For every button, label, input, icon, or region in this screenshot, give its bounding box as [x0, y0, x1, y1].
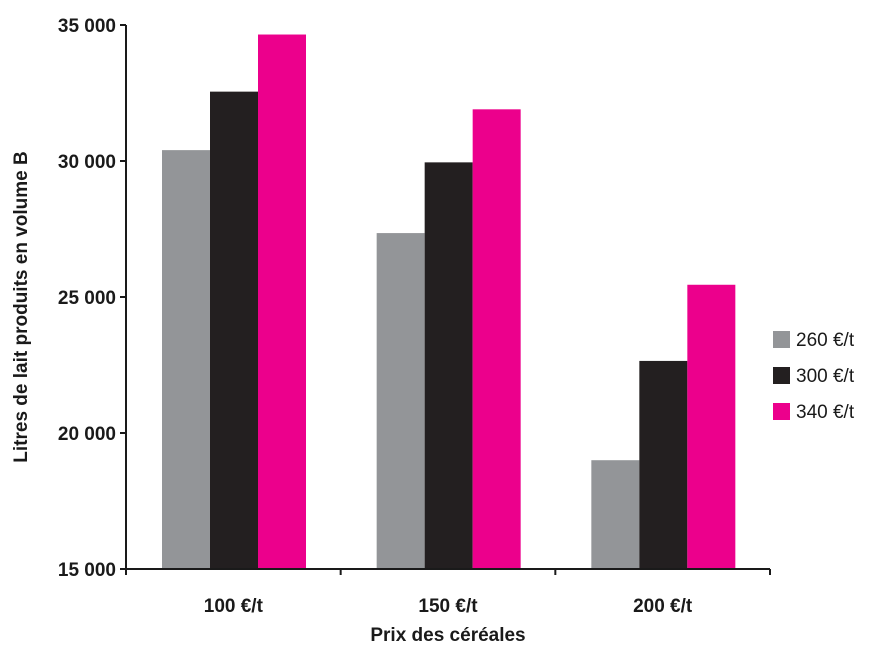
- x-tick-label: 200 €/t: [633, 596, 693, 617]
- bar: [210, 91, 258, 569]
- legend-label: 260 €/t: [796, 330, 855, 351]
- legend: 260 €/t 300 €/t 340 €/t: [773, 330, 855, 423]
- x-axis-title: Prix des céréales: [370, 625, 525, 646]
- y-ticks-group: 15 000 20 000 25 000 30 000 35 000: [58, 16, 126, 581]
- x-tick-label: 150 €/t: [418, 596, 478, 617]
- x-ticks-group: 100 €/t 150 €/t 200 €/t: [125, 569, 771, 617]
- legend-swatch: [773, 403, 790, 420]
- bar: [376, 233, 425, 569]
- bar: [424, 162, 473, 570]
- bar: [472, 109, 521, 569]
- y-tick-label: 20 000: [58, 424, 116, 445]
- legend-swatch: [773, 367, 790, 384]
- bars-group: [162, 34, 736, 570]
- bar: [591, 460, 640, 569]
- x-tick-label: 100 €/t: [204, 596, 264, 617]
- y-tick-label: 30 000: [58, 152, 116, 173]
- legend-label: 300 €/t: [796, 366, 855, 387]
- legend-swatch: [773, 331, 790, 348]
- y-tick-label: 25 000: [58, 288, 116, 309]
- y-tick-label: 15 000: [58, 560, 116, 581]
- y-tick-label: 35 000: [58, 16, 116, 37]
- y-axis-title: Litres de lait produits en volume B: [11, 151, 32, 462]
- bar: [639, 360, 688, 569]
- bar: [687, 284, 736, 569]
- legend-label: 340 €/t: [796, 402, 855, 423]
- bar: [258, 34, 306, 569]
- bar: [162, 150, 210, 569]
